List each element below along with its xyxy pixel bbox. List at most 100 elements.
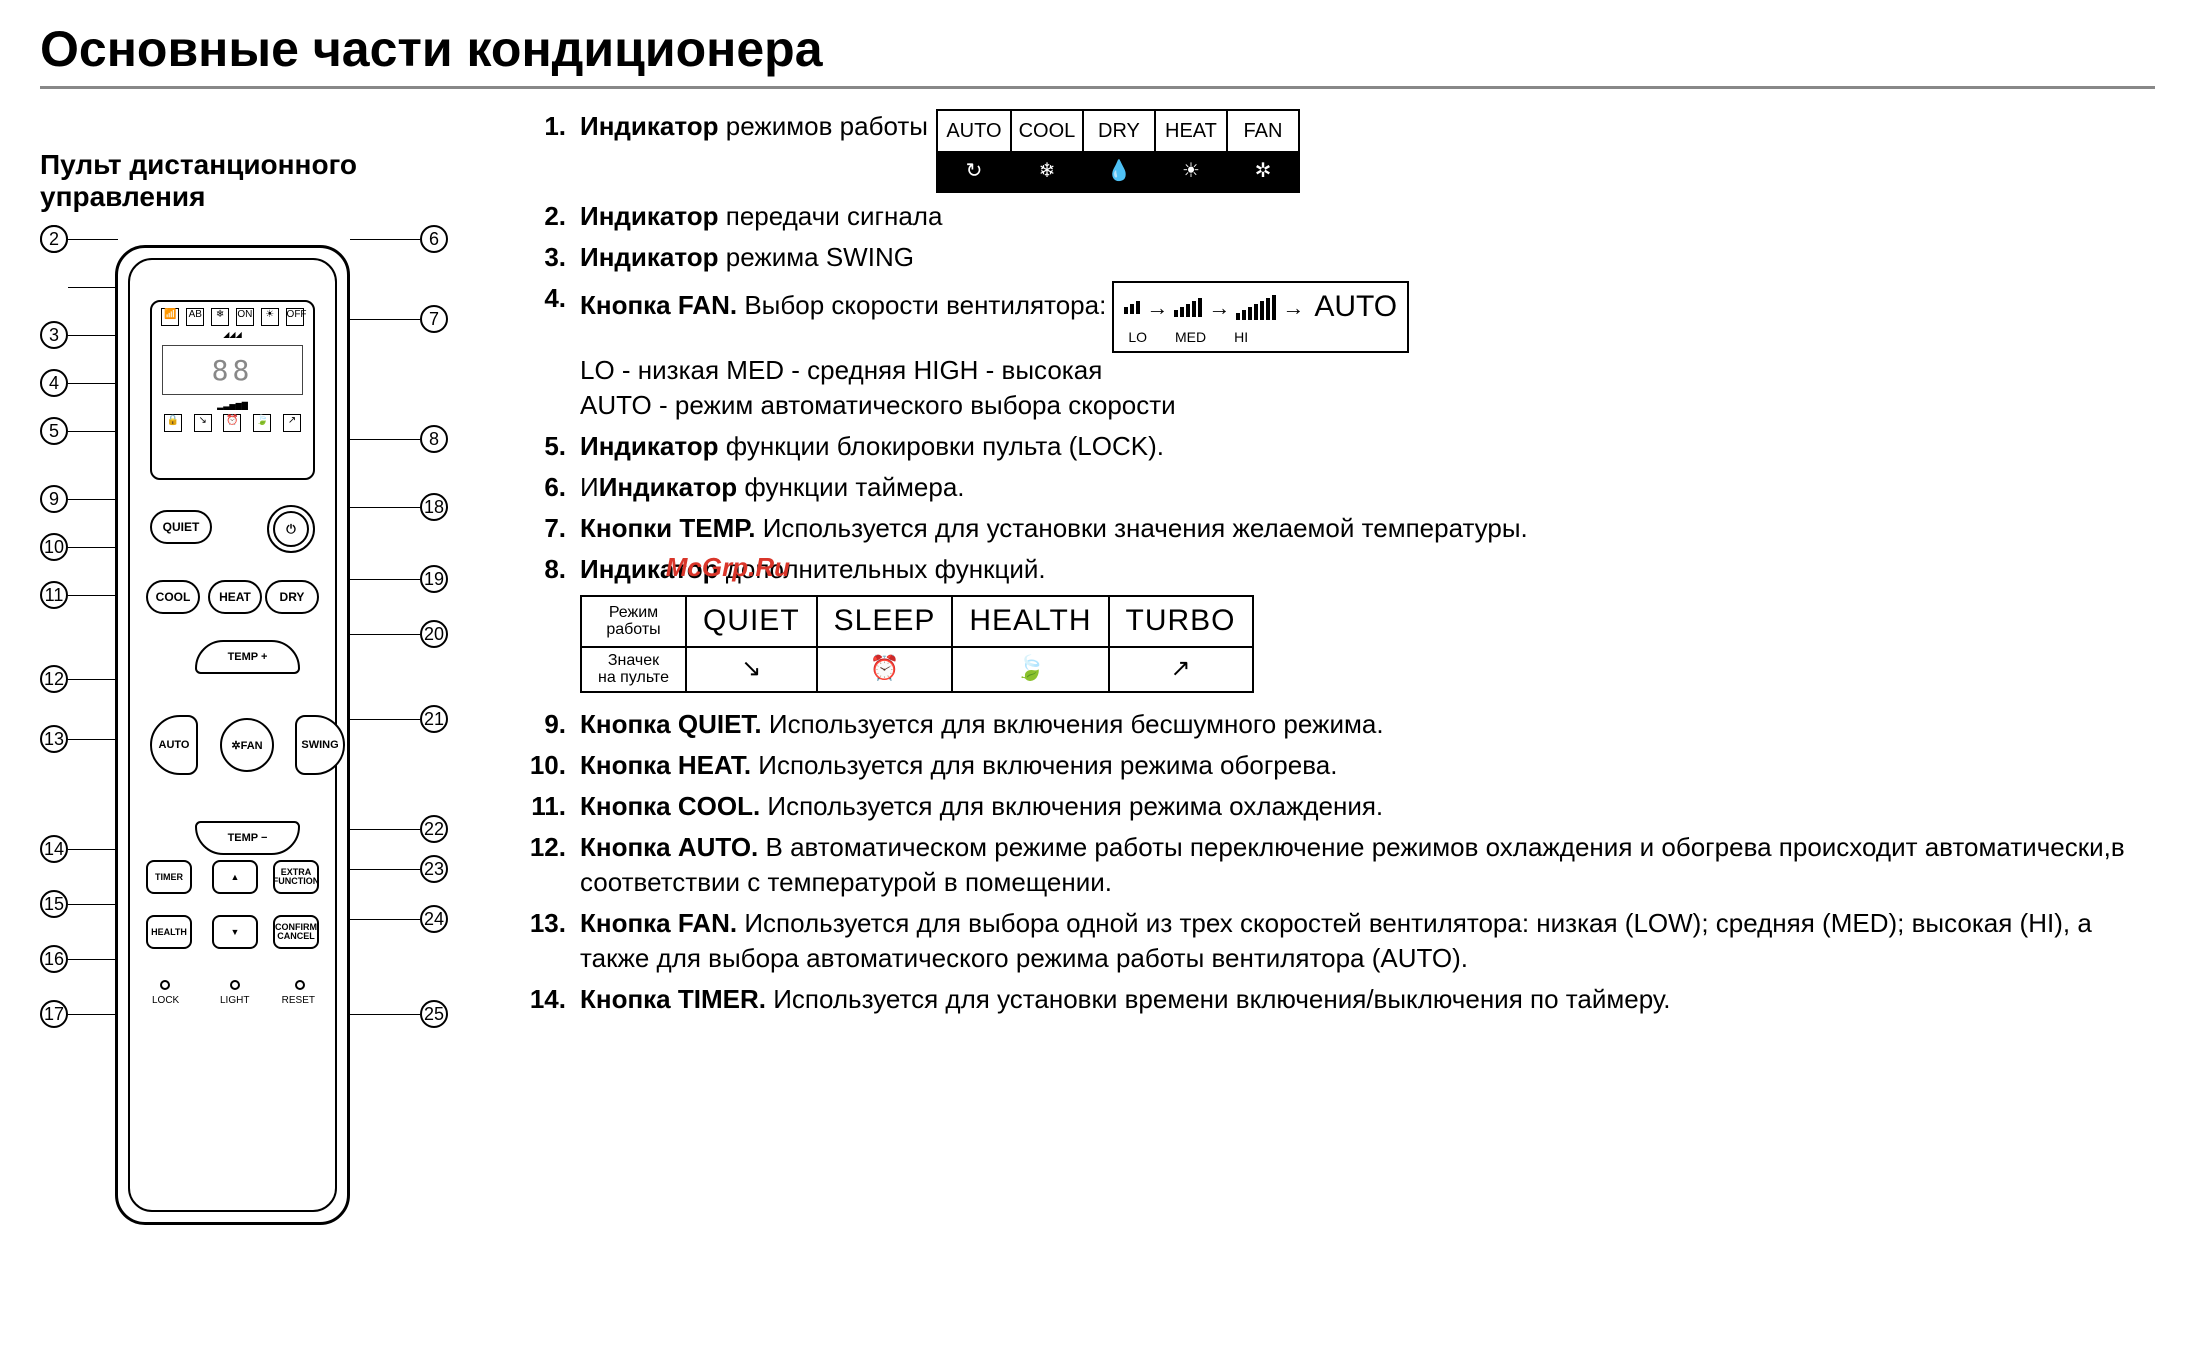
item-bold: Кнопка AUTO. <box>580 832 758 862</box>
remote-diagram: 1 2 3 4 5 9 10 11 12 13 14 15 16 <box>40 225 470 1325</box>
list-body: Кнопка TIMER. Используется для установки… <box>580 982 2155 1017</box>
lcd-snow-icon: ❄ <box>211 308 229 326</box>
item-bold: Кнопка FAN. <box>580 290 737 320</box>
fan-auto-label: AUTO <box>1314 287 1397 328</box>
list-body: Индикатор дополнительныхMcGrp.Ru функций… <box>580 552 2155 701</box>
item-bold: Кнопка COOL. <box>580 791 760 821</box>
item-extra-line: LO - низкая MED - средняя HIGH - высокая <box>580 353 2155 388</box>
temp-up-button[interactable]: TEMP + <box>195 640 300 674</box>
item-bold: Кнопка TIMER. <box>580 984 766 1014</box>
func-mode: TURBO <box>1109 596 1253 647</box>
callout-9: 9 <box>40 485 68 513</box>
item-bold: Индикатор <box>580 111 719 141</box>
callout-24: 24 <box>420 905 448 933</box>
callout-line <box>350 319 420 320</box>
cool-button[interactable]: COOL <box>146 580 200 614</box>
callout-3: 3 <box>40 321 68 349</box>
dpad: TEMP + TEMP − AUTO SWING ✲FAN <box>160 660 335 835</box>
callout-line <box>350 239 420 240</box>
power-icon: ⏻ <box>273 511 309 547</box>
lcd-health-icon: 🍃 <box>253 414 271 432</box>
callout-line <box>350 507 420 508</box>
list-item: 6.ИИндикатор функции таймера. <box>510 470 2155 505</box>
func-mode: HEALTH <box>952 596 1108 647</box>
mode-icon: ✲ <box>1226 151 1298 191</box>
item-bold: Кнопка QUIET. <box>580 709 762 739</box>
list-number: 14. <box>510 982 580 1017</box>
callout-23: 23 <box>420 855 448 883</box>
auto-button[interactable]: AUTO <box>150 715 198 775</box>
lcd-on-icon: ON <box>236 308 254 326</box>
fan-button[interactable]: ✲FAN <box>220 718 274 772</box>
light-pinhole[interactable] <box>230 980 240 990</box>
list-number: 3. <box>510 240 580 275</box>
swing-button[interactable]: SWING <box>295 715 345 775</box>
list-item: 8.Индикатор дополнительныхMcGrp.Ru функц… <box>510 552 2155 701</box>
left-column: Пульт дистанционного управления 1 2 3 4 … <box>40 109 470 1325</box>
callout-line <box>68 239 118 240</box>
list-item: 11.Кнопка COOL. Используется для включен… <box>510 789 2155 824</box>
callout-5: 5 <box>40 417 68 445</box>
lcd-swing-icon: ◢◢◢ <box>223 330 241 339</box>
list-item: 1.Индикатор режимов работыAUTO↻COOL❄DRY💧… <box>510 109 2155 193</box>
callout-line <box>68 383 118 384</box>
callout-line <box>68 335 118 336</box>
list-number: 11. <box>510 789 580 824</box>
callout-line <box>350 1014 420 1015</box>
func-icon: 🍃 <box>952 647 1108 692</box>
list-body: Кнопки TEMP. Используется для установки … <box>580 511 2155 546</box>
list-item: 13.Кнопка FAN. Используется для выбора о… <box>510 906 2155 976</box>
list-body: Кнопка COOL. Используется для включения … <box>580 789 2155 824</box>
callout-6: 6 <box>420 225 448 253</box>
temp-down-button[interactable]: TEMP − <box>195 821 300 855</box>
callout-17: 17 <box>40 1000 68 1028</box>
quiet-button[interactable]: QUIET <box>150 510 212 544</box>
mode-icon: ↻ <box>938 151 1010 191</box>
reset-pinhole[interactable] <box>295 980 305 990</box>
list-item: 14.Кнопка TIMER. Используется для устано… <box>510 982 2155 1017</box>
up-button[interactable]: ▲ <box>212 860 258 894</box>
down-button[interactable]: ▼ <box>212 915 258 949</box>
list-number: 7. <box>510 511 580 546</box>
lcd-turbo-icon: ↗ <box>283 414 301 432</box>
list-number: 8. <box>510 552 580 587</box>
confirm-cancel-button[interactable]: CONFIRM CANCEL <box>273 915 319 949</box>
lcd-sun-icon: ☀ <box>261 308 279 326</box>
callout-10: 10 <box>40 533 68 561</box>
subtitle: Пульт дистанционного управления <box>40 149 470 213</box>
list-body: ИИндикатор функции таймера. <box>580 470 2155 505</box>
fan-speed-box: →→→AUTOLOMEDHI <box>1112 281 1409 352</box>
func-row-label: Значекна пульте <box>581 647 686 692</box>
callout-22: 22 <box>420 815 448 843</box>
divider <box>40 86 2155 89</box>
callout-2: 2 <box>40 225 68 253</box>
list-item: 3.Индикатор режима SWING <box>510 240 2155 275</box>
callout-18: 18 <box>420 493 448 521</box>
item-bold: Кнопки TEMP. <box>580 513 755 543</box>
list-body: Кнопка QUIET. Используется для включения… <box>580 707 2155 742</box>
heat-button[interactable]: HEAT <box>208 580 262 614</box>
item-bold: Кнопка HEAT. <box>580 750 751 780</box>
list-item: 2.Индикатор передачи сигнала <box>510 199 2155 234</box>
lcd-bars-icon: ▂▃▅▆▇ <box>217 401 248 410</box>
power-button[interactable]: ⏻ <box>267 505 315 553</box>
list-item: 5.Индикатор функции блокировки пульта (L… <box>510 429 2155 464</box>
list-number: 12. <box>510 830 580 865</box>
lcd-lock-icon: 🔒 <box>164 414 182 432</box>
callout-line <box>350 869 420 870</box>
health-button[interactable]: HEALTH <box>146 915 192 949</box>
extra-function-button[interactable]: EXTRA FUNCTION <box>273 860 319 894</box>
callout-13: 13 <box>40 725 68 753</box>
func-mode: QUIET <box>686 596 817 647</box>
timer-button[interactable]: TIMER <box>146 860 192 894</box>
item-bold: Индикатор <box>599 472 738 502</box>
mode-table: AUTO↻COOL❄DRY💧HEAT☀FAN✲ <box>936 109 1300 193</box>
dry-button[interactable]: DRY <box>265 580 319 614</box>
list-body: Кнопка FAN. Выбор скорости вентилятора:→… <box>580 281 2155 423</box>
lock-pinhole[interactable] <box>160 980 170 990</box>
watermark: McGrp.Ru <box>666 550 790 585</box>
callout-16: 16 <box>40 945 68 973</box>
callout-line <box>350 439 420 440</box>
mode-label: COOL <box>1010 111 1082 151</box>
list-body: Кнопка HEAT. Используется для включения … <box>580 748 2155 783</box>
